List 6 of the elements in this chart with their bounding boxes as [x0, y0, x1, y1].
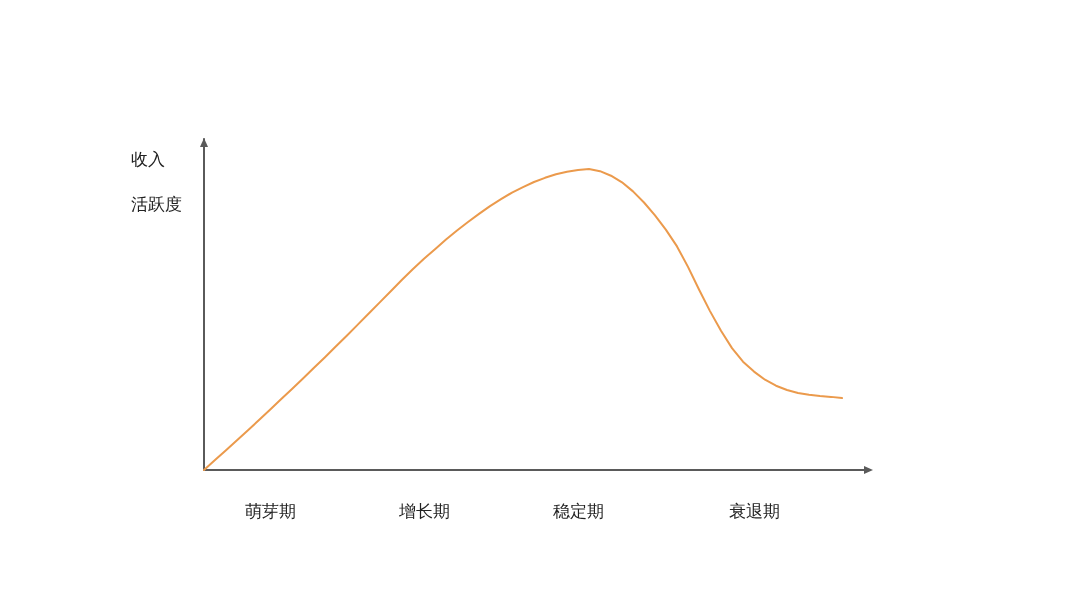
y-axis-title: 收入	[131, 148, 165, 169]
x-tick-label: 衰退期	[728, 500, 780, 521]
x-tick-label: 稳定期	[552, 500, 604, 521]
text: 活跃度	[131, 193, 182, 214]
x-tick-label: 萌芽期	[244, 500, 296, 521]
x-tick-label: 增长期	[397, 500, 450, 521]
